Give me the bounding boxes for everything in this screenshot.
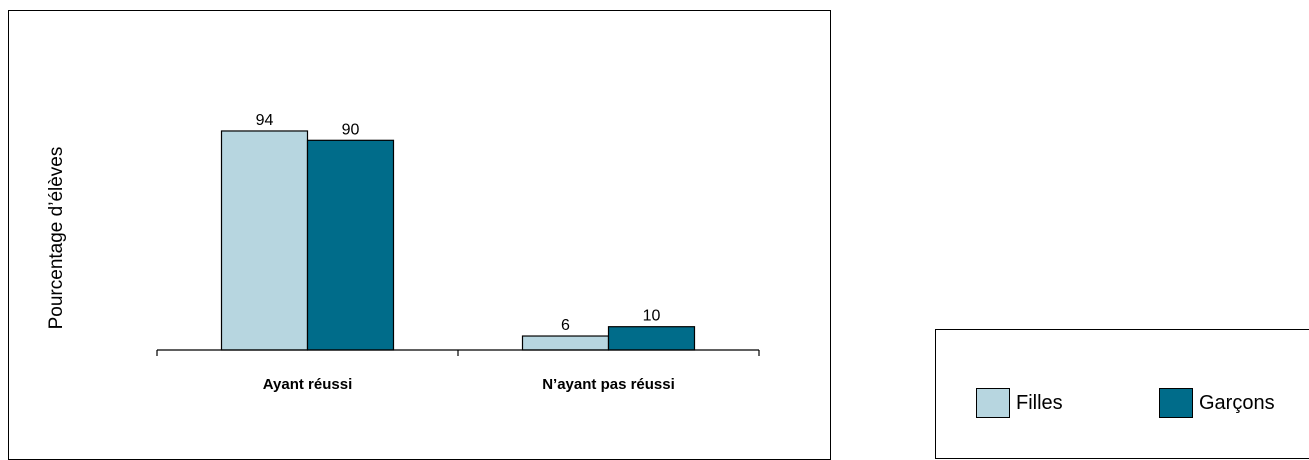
- legend-swatch-garcons: [1159, 388, 1193, 418]
- bar-filles-1: [220, 130, 309, 351]
- legend: Filles Garçons: [935, 329, 1309, 459]
- data-label-filles-2: 6: [561, 317, 570, 334]
- legend-item-filles: Filles: [976, 387, 1063, 419]
- x-tick-label-2: N’ayant pas réussi: [542, 376, 675, 393]
- legend-swatch-filles: [976, 388, 1010, 418]
- data-label-garcons-2: 10: [643, 308, 661, 325]
- bar-chart: 94 90 Ayant réussi 6 10 N’ayant pas réussi Po…: [46, 112, 760, 393]
- legend-item-garcons: Garçons: [1159, 387, 1275, 419]
- bar-garcons-2: [607, 326, 696, 351]
- legend-label-filles: Filles: [1016, 391, 1063, 414]
- bar-filles-2: [521, 335, 610, 351]
- x-tick-label-1: Ayant réussi: [263, 376, 352, 393]
- legend-label-garcons: Garçons: [1199, 391, 1275, 414]
- chart-frame: [8, 10, 831, 460]
- bar-garcons-1: [306, 139, 395, 351]
- data-label-filles-1: 94: [256, 112, 274, 129]
- y-axis-label: Pourcentage d’élèves: [46, 147, 67, 330]
- data-label-garcons-1: 90: [342, 121, 360, 138]
